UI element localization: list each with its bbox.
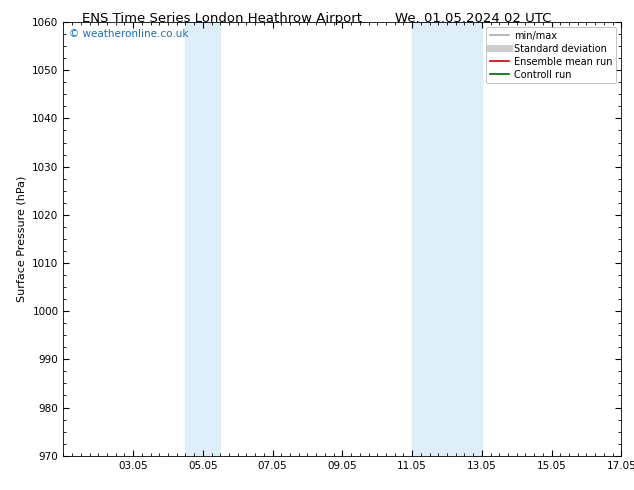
Text: We. 01.05.2024 02 UTC: We. 01.05.2024 02 UTC <box>395 12 552 25</box>
Bar <box>185 22 221 456</box>
Bar <box>412 22 482 456</box>
Legend: min/max, Standard deviation, Ensemble mean run, Controll run: min/max, Standard deviation, Ensemble me… <box>486 27 616 83</box>
Text: © weatheronline.co.uk: © weatheronline.co.uk <box>69 28 188 39</box>
Text: ENS Time Series London Heathrow Airport: ENS Time Series London Heathrow Airport <box>82 12 363 25</box>
Y-axis label: Surface Pressure (hPa): Surface Pressure (hPa) <box>16 176 27 302</box>
